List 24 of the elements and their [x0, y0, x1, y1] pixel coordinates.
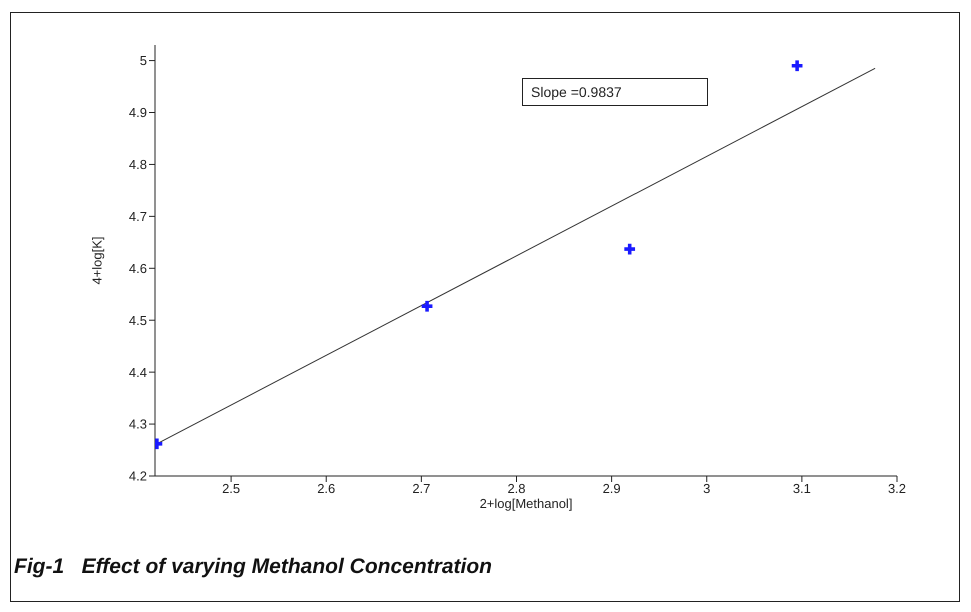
- y-tick-label: 4.6: [128, 260, 147, 276]
- annotation: Slope =0.9837: [522, 78, 708, 106]
- y-tick-label: 4.7: [128, 208, 147, 224]
- x-tick-label: 2.5: [222, 481, 240, 496]
- y-axis-title: 4+log[K]: [90, 236, 105, 285]
- y-tick-label: 4.4: [128, 364, 147, 380]
- x-tick-label: 3.1: [792, 481, 811, 496]
- x-tick-label: 3.2: [888, 481, 906, 496]
- x-axis-title: 2+log[Methanol]: [480, 496, 572, 511]
- y-tick-label: 4.5: [128, 312, 147, 328]
- y-tick-label: 4.9: [128, 105, 147, 120]
- x-tick-label: 2.7: [412, 481, 430, 496]
- x-tick-label: 3: [703, 481, 710, 496]
- text: Fig-1 Effect of varying Methanol Concentration: [14, 555, 492, 579]
- x-tick-label: 2.9: [602, 481, 621, 496]
- y-tick-label: 4.3: [128, 416, 147, 432]
- point: [422, 300, 432, 312]
- y-tick-label: 4.2: [128, 468, 147, 484]
- y-tick-label: 5: [140, 53, 147, 68]
- y-tick-label: 4.8: [128, 157, 147, 172]
- point: [624, 244, 636, 254]
- point: [792, 60, 802, 72]
- x-tick-label: 2.6: [317, 481, 336, 496]
- x-tick-label: 2.8: [507, 481, 526, 496]
